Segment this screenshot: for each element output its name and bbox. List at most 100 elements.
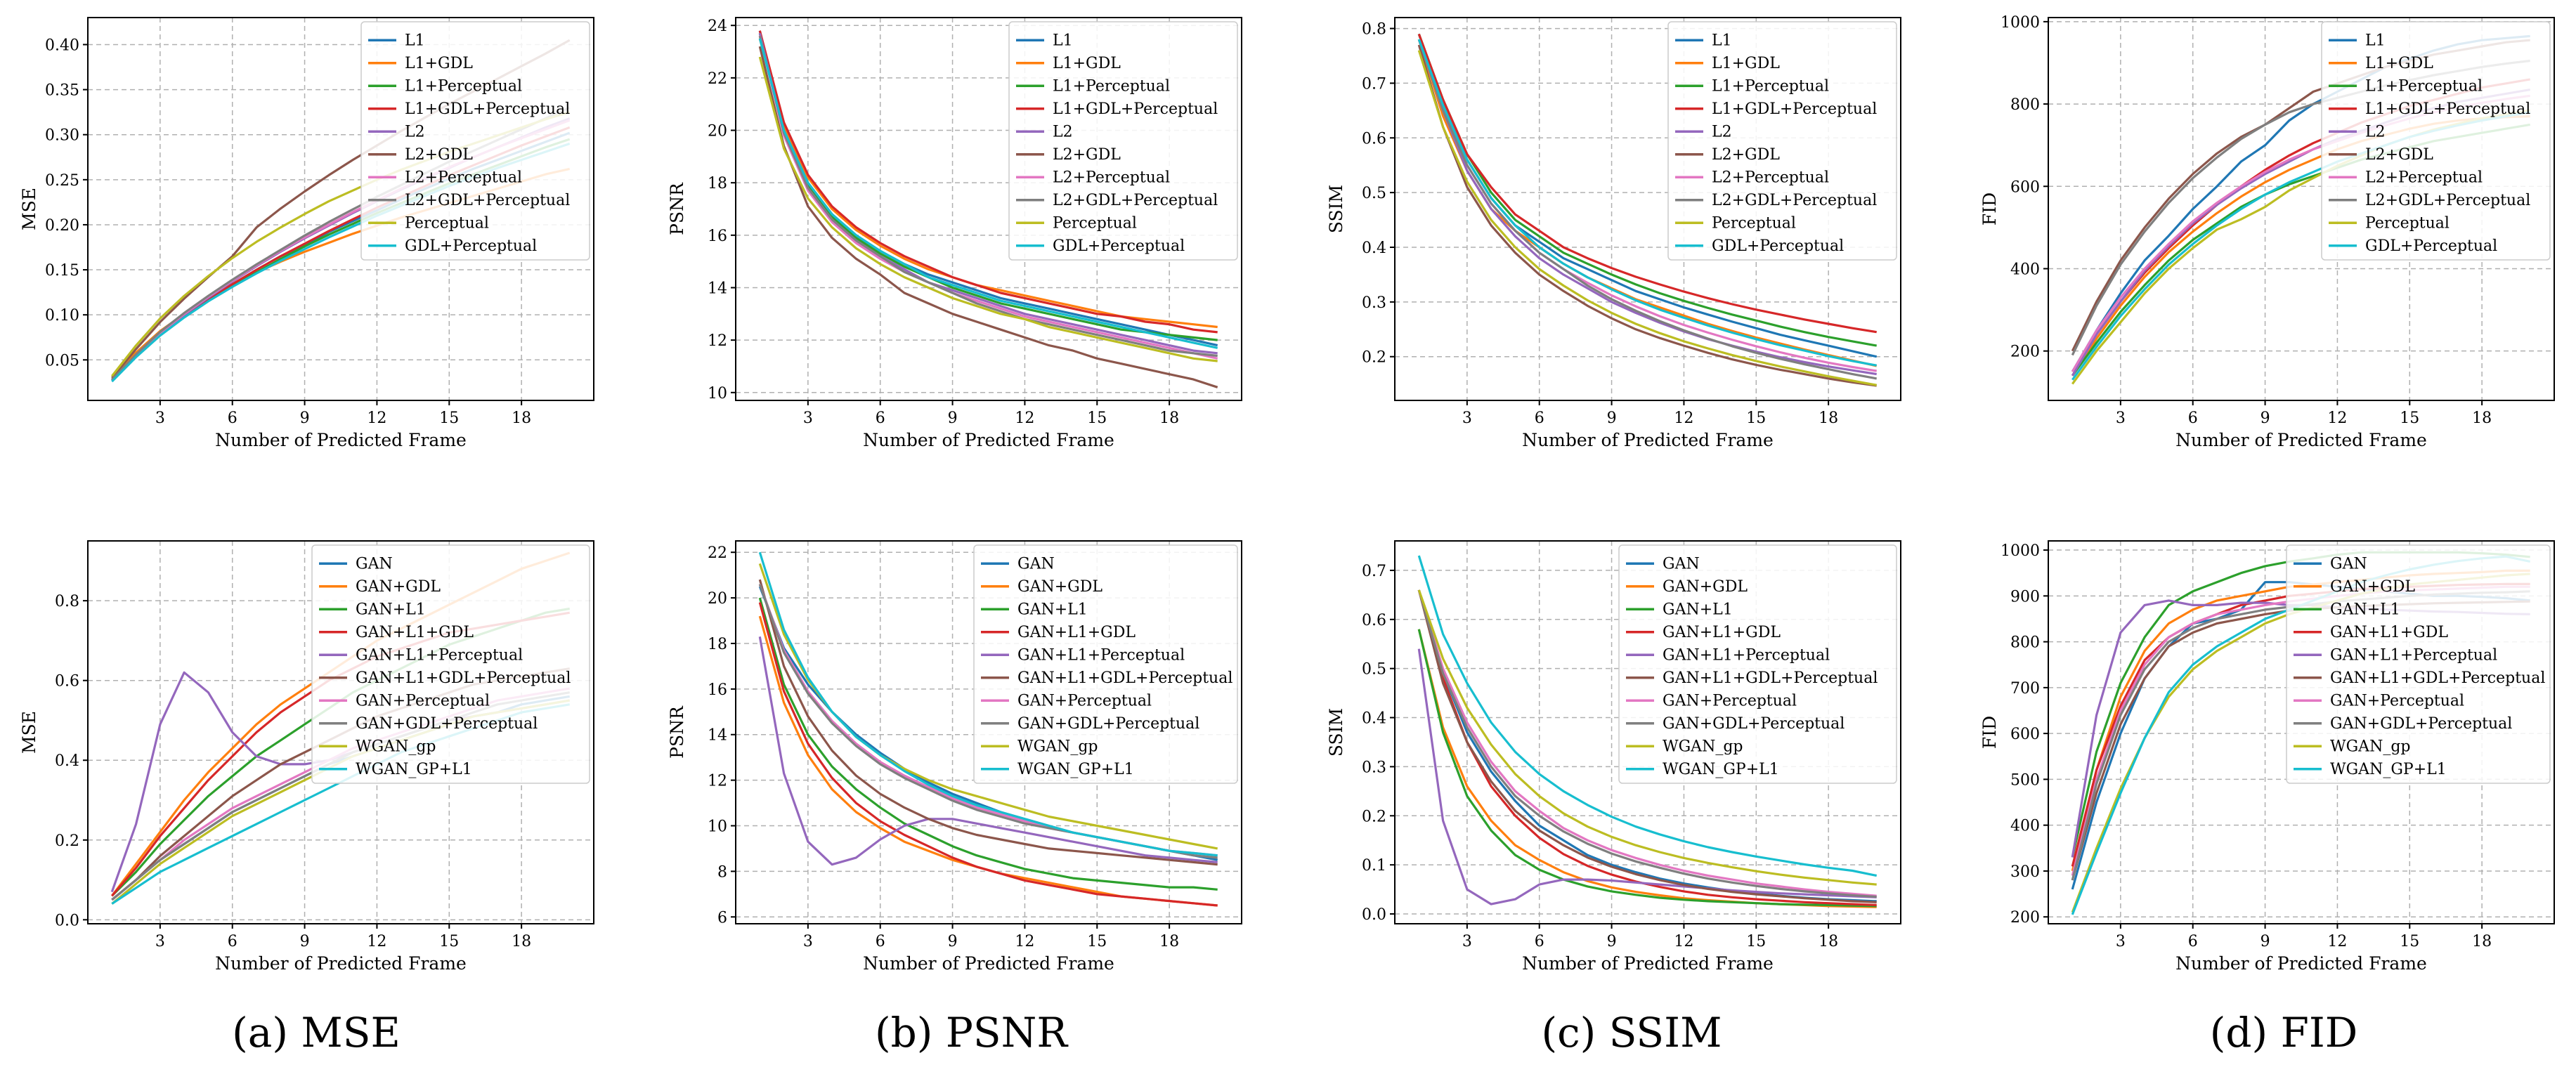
caption-a: (a) MSE — [232, 1009, 401, 1057]
caption-c: (c) SSIM — [1542, 1009, 1722, 1057]
legend-entry: L1 — [2365, 32, 2386, 49]
y-axis-label: FID — [1979, 192, 2000, 225]
x-tick-label: 12 — [1674, 933, 1693, 950]
y-tick-label: 0.8 — [55, 593, 79, 610]
legend-entry: L2+GDL — [1053, 146, 1121, 164]
legend-entry: WGAN_gp — [1663, 738, 1743, 755]
legend-entry: L1 — [405, 32, 425, 49]
y-tick-label: 0.40 — [45, 37, 79, 54]
legend-entry: WGAN_gp — [1017, 738, 1098, 755]
series-line — [1417, 589, 1877, 886]
legend-entry: GAN+L1+Perceptual — [1663, 646, 1830, 664]
y-tick-label: 0.35 — [45, 82, 79, 100]
x-tick-label: 9 — [948, 933, 958, 950]
x-tick-label: 9 — [2260, 410, 2270, 427]
legend-entry: L1+GDL — [405, 55, 473, 72]
plot-frame — [735, 540, 1242, 924]
legend-entry: GAN+Perceptual — [1663, 692, 1797, 709]
legend-box — [2321, 21, 2551, 261]
y-tick-label: 1000 — [2001, 542, 2040, 560]
legend-entry: GAN+L1+GDL — [356, 624, 474, 641]
panels: 3 6 9 12 15 18 0.05 0.10 0.15 0.20 0.25 0.30 0.35 0.4… — [19, 14, 2555, 974]
y-tick-label: 0.7 — [1362, 75, 1386, 93]
series-line — [1417, 44, 1877, 387]
y-tick-label: 18 — [708, 175, 727, 192]
y-tick-label: 0.0 — [1362, 906, 1386, 924]
legend-entry: WGAN_GP+L1 — [2330, 761, 2447, 778]
series-line — [1417, 589, 1877, 897]
legend-entry: GAN+GDL+Perceptual — [1663, 715, 1845, 733]
x-tick-label: 15 — [1087, 933, 1107, 950]
x-axis-label: Number of Predicted Frame — [1522, 953, 1774, 974]
legend-entry: GAN+L1 — [356, 601, 426, 618]
legend-entry: WGAN_GP+L1 — [1663, 761, 1779, 778]
legend-entry: L1+GDL+Perceptual — [2365, 100, 2530, 118]
x-tick-label: 12 — [367, 933, 386, 950]
y-axis-label: FID — [1979, 716, 2000, 749]
x-tick-label: 18 — [1159, 933, 1179, 950]
legend-entry: GAN+L1+Perceptual — [1017, 646, 1185, 664]
y-tick-label: 10 — [708, 818, 727, 836]
y-tick-label: 0.6 — [1362, 130, 1386, 148]
legend-entry: L1 — [1712, 32, 1732, 49]
plot-frame — [735, 17, 1242, 401]
legend-entry: GDL+Perceptual — [1712, 237, 1844, 255]
x-axis-label: Number of Predicted Frame — [863, 953, 1114, 974]
y-tick-label: 22 — [708, 544, 727, 562]
legend-entry: GAN — [1663, 555, 1700, 573]
x-tick-label: 15 — [2400, 410, 2419, 427]
x-tick-label: 15 — [1746, 933, 1766, 950]
chart-panel-1: 3 6 9 12 15 18 0.05 0.10 0.15 0.20 0.25 0.30 0.35 0.4… — [19, 17, 594, 450]
legend-entry: WGAN_gp — [356, 738, 436, 755]
y-tick-label: 700 — [2010, 680, 2040, 698]
legend-entry: L2+GDL+Perceptual — [1053, 192, 1218, 209]
legend-box — [360, 21, 590, 261]
y-tick-label: 0.4 — [1362, 710, 1386, 728]
legend-box — [973, 544, 1238, 784]
legend-entry: L2 — [1712, 123, 1732, 140]
legend-entry: Perceptual — [2365, 214, 2450, 232]
x-axis-label: Number of Predicted Frame — [2175, 953, 2427, 974]
y-tick-label: 0.3 — [1362, 294, 1386, 312]
y-tick-label: 600 — [2010, 726, 2040, 743]
series-line — [1417, 555, 1878, 877]
legend-entry: L1 — [1053, 32, 1073, 49]
plot-frame — [1394, 17, 1901, 401]
legend-entry: Perceptual — [405, 214, 489, 232]
plot-frame — [87, 17, 594, 401]
legend-entry: L2+Perceptual — [1712, 169, 1829, 186]
legend-entry: GAN+GDL — [356, 578, 441, 596]
legend: GAN GAN+GDL GAN+L1 GAN+L1+GDL GAN+L1+Percept… — [973, 544, 1238, 784]
y-axis-label: SSIM — [1326, 185, 1346, 233]
series-line — [1417, 39, 1877, 380]
x-tick-label: 9 — [300, 933, 310, 950]
y-tick-label: 16 — [708, 228, 727, 245]
plot-frame — [2048, 540, 2555, 924]
y-axis-label: MSE — [19, 188, 39, 230]
chart-panel-5: 3 6 9 12 15 18 0.0 0.2 0.4 0.6 0.8 Number of Predic… — [19, 540, 594, 974]
x-tick-label: 9 — [2260, 933, 2270, 950]
legend-entry: WGAN_GP+L1 — [1017, 761, 1134, 778]
legend-entry: GAN+GDL — [2330, 578, 2415, 596]
legend-entry: WGAN_GP+L1 — [356, 761, 472, 778]
series-line — [1417, 629, 1877, 908]
y-tick-label: 0.8 — [1362, 21, 1386, 39]
y-tick-label: 800 — [2010, 96, 2040, 114]
series-line — [1417, 50, 1877, 386]
y-tick-label: 0.4 — [55, 752, 79, 770]
legend-entry: GDL+Perceptual — [2365, 237, 2497, 255]
legend-box — [1008, 21, 1238, 261]
x-tick-label: 6 — [228, 933, 238, 950]
x-tick-label: 18 — [1159, 410, 1179, 427]
legend-entry: L2+Perceptual — [405, 169, 522, 186]
y-tick-label: 0.0 — [55, 912, 79, 929]
legend-entry: GAN+GDL+Perceptual — [2330, 715, 2512, 733]
y-tick-label: 0.4 — [1362, 240, 1386, 257]
legend-entry: GAN — [2330, 555, 2367, 573]
legend-entry: L2+Perceptual — [1053, 169, 1170, 186]
y-tick-label: 0.05 — [45, 352, 79, 370]
series-line — [758, 38, 1218, 329]
y-tick-label: 0.10 — [45, 307, 79, 325]
y-tick-label: 10 — [708, 385, 727, 403]
y-tick-label: 8 — [717, 863, 727, 881]
